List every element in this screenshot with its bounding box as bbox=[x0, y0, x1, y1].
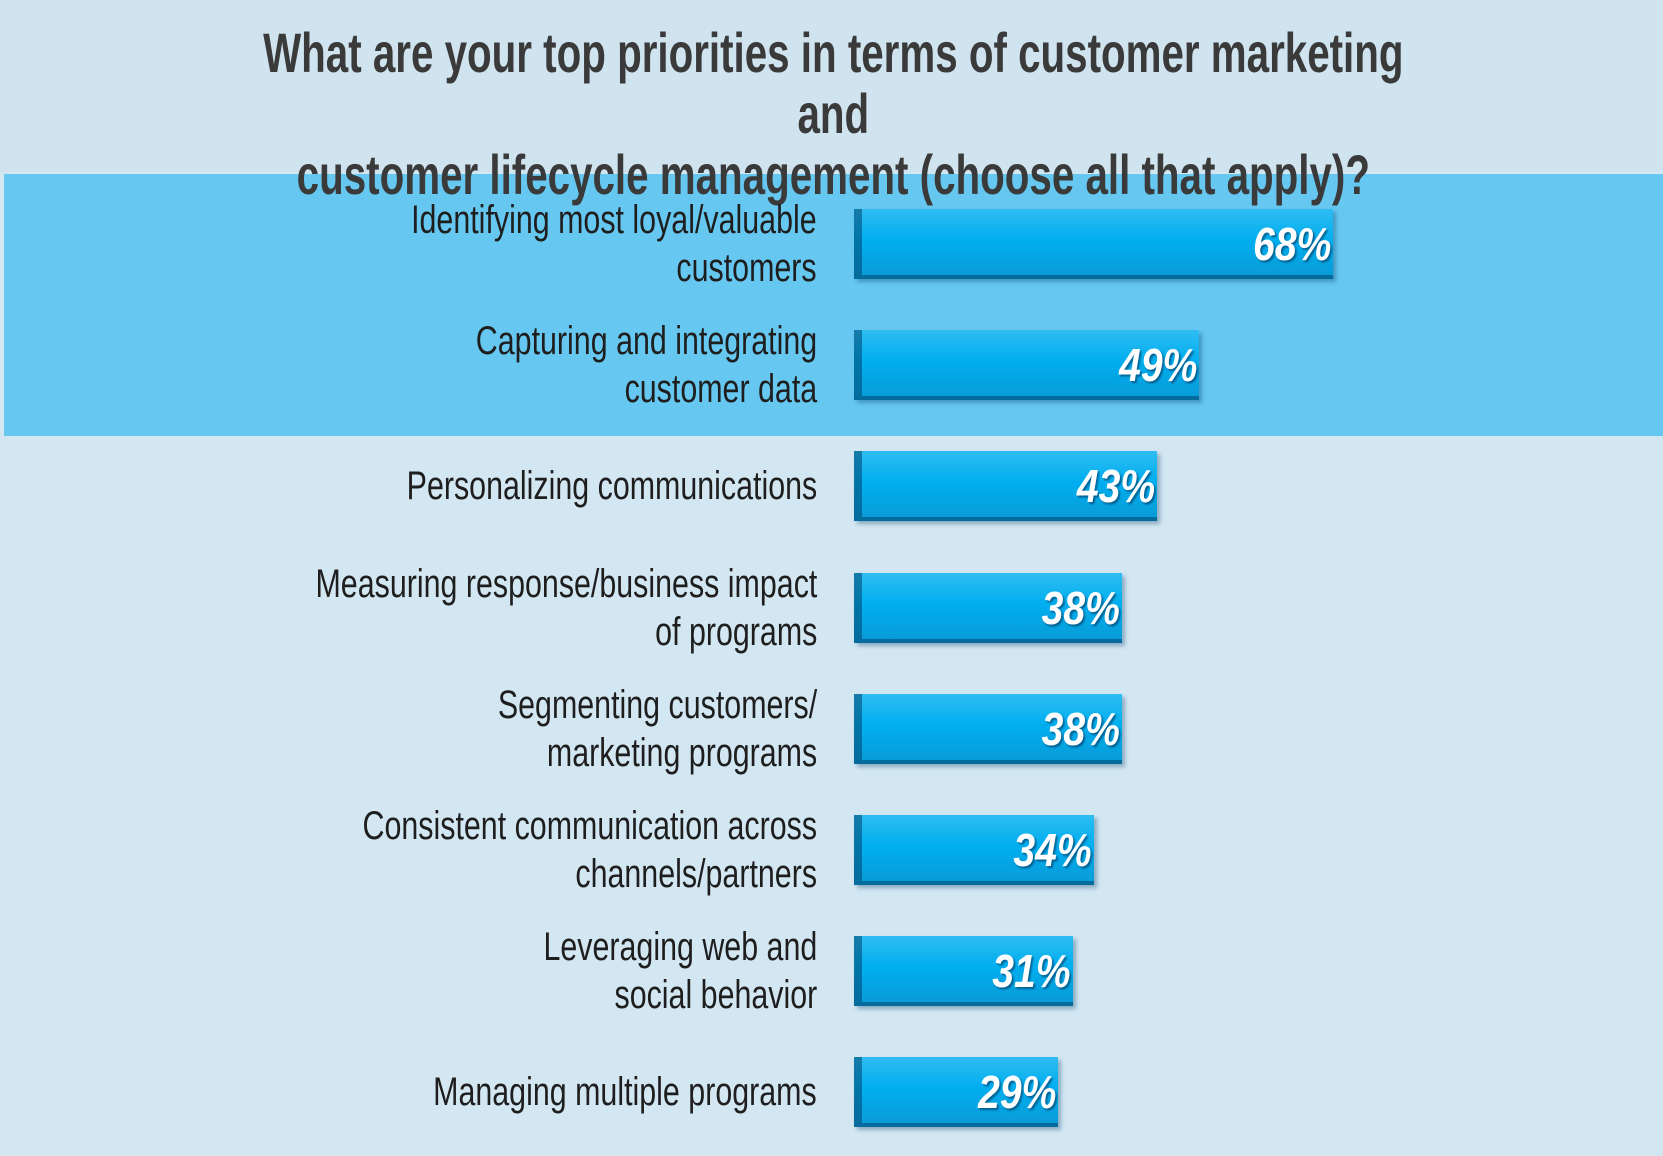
highlight-band bbox=[4, 174, 1663, 436]
value-label: 29% bbox=[978, 1066, 1057, 1119]
title-band bbox=[0, 0, 1663, 172]
category-label: Managing multiple programs bbox=[433, 1070, 817, 1115]
bar bbox=[854, 209, 1334, 279]
value-label: 38% bbox=[1041, 702, 1120, 755]
bar bbox=[854, 1057, 1059, 1128]
category-label: Identifying most loyal/valuable customer… bbox=[411, 198, 817, 290]
bar bbox=[854, 572, 1122, 643]
value-label: 34% bbox=[1013, 824, 1092, 876]
value-label: 49% bbox=[1119, 339, 1198, 392]
value-label: 68% bbox=[1253, 218, 1332, 270]
bar bbox=[854, 936, 1073, 1007]
category-label: Capturing and integrating customer data bbox=[475, 319, 817, 412]
bar bbox=[854, 693, 1122, 764]
category-label: Leveraging web and social behavior bbox=[543, 925, 817, 1018]
category-label: Personalizing communications bbox=[406, 464, 817, 509]
bar bbox=[854, 815, 1094, 885]
value-label: 38% bbox=[1041, 581, 1120, 634]
category-label: Segmenting customers/ marketing programs bbox=[497, 682, 817, 775]
bar bbox=[854, 451, 1158, 522]
category-label: Measuring response/business impact of pr… bbox=[315, 561, 817, 654]
value-label: 31% bbox=[992, 945, 1071, 998]
value-label: 43% bbox=[1076, 460, 1156, 513]
category-label: Consistent communication across channels… bbox=[362, 804, 817, 896]
bar bbox=[854, 330, 1200, 401]
chart-title: What are your top priorities in terms of… bbox=[263, 21, 1404, 206]
